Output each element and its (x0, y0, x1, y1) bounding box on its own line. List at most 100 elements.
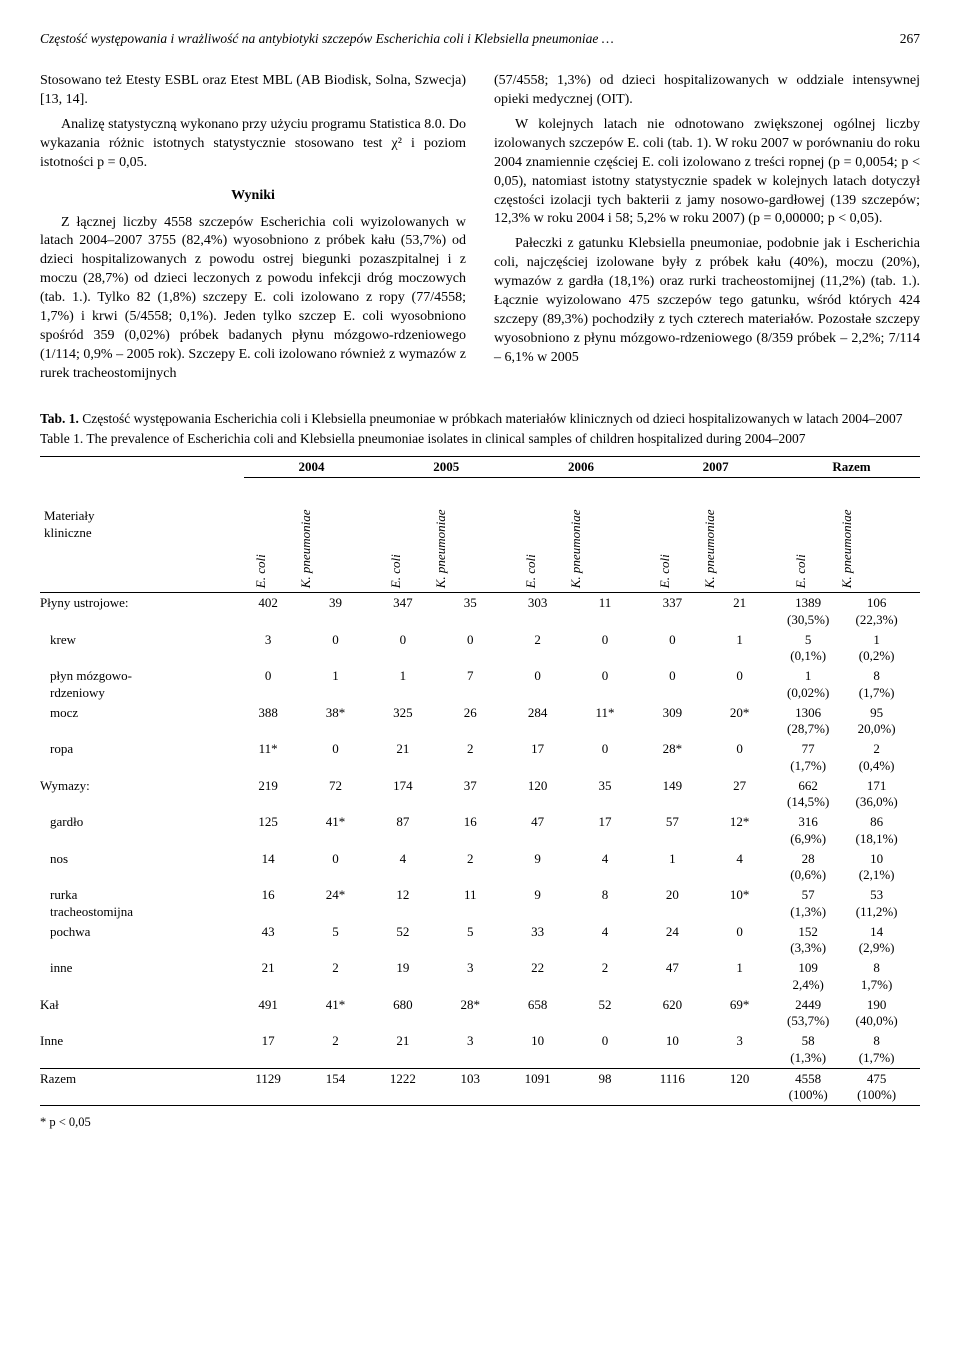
table-cell: 28* (648, 739, 696, 776)
table-cell: 28* (427, 995, 514, 1032)
table-cell: 1 (379, 666, 427, 703)
table-cell: 24* (292, 885, 379, 922)
year-header: Razem (783, 457, 920, 478)
table-cell: 95 20,0%) (833, 703, 920, 740)
row-label: Kał (40, 995, 244, 1032)
table-cell: 21 (696, 593, 783, 630)
table-cell: 12 (379, 885, 427, 922)
table-cell: 174 (379, 776, 427, 813)
table-row: rurka tracheostomijna1624*1211982010*57 … (40, 885, 920, 922)
table-cell: 347 (379, 593, 427, 630)
table-cell: 8 (1,7%) (833, 1031, 920, 1068)
table-cell: 86 (18,1%) (833, 812, 920, 849)
table-cell: 284 (514, 703, 562, 740)
table-cell: 8 1,7%) (833, 958, 920, 995)
table-cell: 2 (514, 630, 562, 667)
table-cell: 171 (36,0%) (833, 776, 920, 813)
row-label: gardło (40, 812, 244, 849)
table-cell: 475 (100%) (833, 1068, 920, 1106)
table-row: Płyny ustrojowe:402393473530311337211389… (40, 593, 920, 630)
data-table: Materiały kliniczne 2004 2005 2006 2007 … (40, 456, 920, 1106)
table-cell: 0 (562, 739, 649, 776)
table-cell: 0 (379, 630, 427, 667)
table-cell: 219 (244, 776, 292, 813)
table-cell: 1116 (648, 1068, 696, 1106)
table-cell: 4558 (100%) (783, 1068, 833, 1106)
table-cell: 9 (514, 849, 562, 886)
table-cell: 103 (427, 1068, 514, 1106)
table-cell: 120 (514, 776, 562, 813)
row-label: Inne (40, 1031, 244, 1068)
table-cell: 2 (0,4%) (833, 739, 920, 776)
table-cell: 87 (379, 812, 427, 849)
table-cell: 57 (648, 812, 696, 849)
table-cell: 106 (22,3%) (833, 593, 920, 630)
table-row: Inne17221310010358 (1,3%)8 (1,7%) (40, 1031, 920, 1068)
table-cell: 0 (648, 666, 696, 703)
table-cell: 57 (1,3%) (783, 885, 833, 922)
row-label: Wymazy: (40, 776, 244, 813)
table-cell: 325 (379, 703, 427, 740)
body-text: Stosowano też Etesty ESBL oraz Etest MBL… (40, 72, 920, 383)
caption-label: Tab. 1. (40, 411, 79, 426)
table-cell: 152 (3,3%) (783, 922, 833, 959)
table-cell: 52 (562, 995, 649, 1032)
table-cell: 1389 (30,5%) (783, 593, 833, 630)
table-cell: 2 (427, 849, 514, 886)
table-cell: 69* (696, 995, 783, 1032)
running-head: Częstość występowania i wrażliwość na an… (40, 30, 920, 48)
table-cell: 41* (292, 995, 379, 1032)
table-cell: 1129 (244, 1068, 292, 1106)
table-cell: 0 (648, 630, 696, 667)
table-row: pochwa435525334240152 (3,3%)14 (2,9%) (40, 922, 920, 959)
paragraph: W kolejnych latach nie odnotowano zwięks… (494, 116, 920, 229)
table-cell: 1 (648, 849, 696, 886)
table-cell: 5 (292, 922, 379, 959)
table-cell: 47 (514, 812, 562, 849)
table-cell: 27 (696, 776, 783, 813)
table-row: ropa11*021217028*077 (1,7%)2 (0,4%) (40, 739, 920, 776)
table-cell: 4 (379, 849, 427, 886)
table-row: gardło12541*871647175712*316 (6,9%)86 (1… (40, 812, 920, 849)
table-cell: 19 (379, 958, 427, 995)
table-cell: 77 (1,7%) (783, 739, 833, 776)
table-cell: 5 (0,1%) (783, 630, 833, 667)
table-cell: 1306 (28,7%) (783, 703, 833, 740)
table-cell: 1 (696, 630, 783, 667)
year-header: 2005 (379, 457, 514, 478)
table-cell: 47 (648, 958, 696, 995)
species-header: E. coli (783, 478, 833, 593)
table-cell: 37 (427, 776, 514, 813)
table-cell: 38* (292, 703, 379, 740)
row-label: rurka tracheostomijna (40, 885, 244, 922)
row-label: krew (40, 630, 244, 667)
row-label: płyn mózgowo- rdzeniowy (40, 666, 244, 703)
table-cell: 43 (244, 922, 292, 959)
row-label: pochwa (40, 922, 244, 959)
table-cell: 8 (562, 885, 649, 922)
species-header: E. coli (648, 478, 696, 593)
table-cell: 680 (379, 995, 427, 1032)
table-row: mocz38838*3252628411*30920*1306 (28,7%)9… (40, 703, 920, 740)
table-cell: 1222 (379, 1068, 427, 1106)
table-cell: 0 (562, 666, 649, 703)
table-row: Wymazy:21972174371203514927662 (14,5%)17… (40, 776, 920, 813)
table-cell: 21 (244, 958, 292, 995)
table-cell: 662 (14,5%) (783, 776, 833, 813)
table-cell: 9 (514, 885, 562, 922)
materials-header: Materiały kliniczne (40, 457, 244, 593)
table-cell: 4 (696, 849, 783, 886)
table-cell: 309 (648, 703, 696, 740)
table-cell: 14 (244, 849, 292, 886)
table-cell: 149 (648, 776, 696, 813)
row-label: mocz (40, 703, 244, 740)
table-cell: 8 (1,7%) (833, 666, 920, 703)
table-cell: 0 (292, 849, 379, 886)
row-label: Razem (40, 1068, 244, 1106)
table-cell: 98 (562, 1068, 649, 1106)
table-cell: 620 (648, 995, 696, 1032)
table-cell: 17 (514, 739, 562, 776)
table-cell: 21 (379, 1031, 427, 1068)
table-cell: 0 (514, 666, 562, 703)
table-cell: 388 (244, 703, 292, 740)
